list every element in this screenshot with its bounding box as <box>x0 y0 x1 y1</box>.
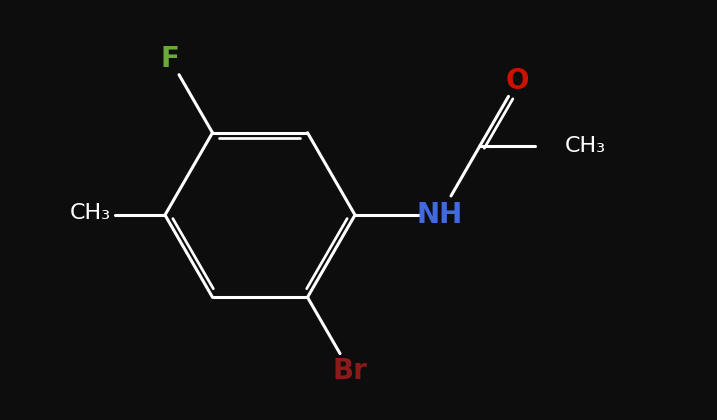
Text: CH₃: CH₃ <box>565 136 606 156</box>
Text: NH: NH <box>417 201 463 229</box>
Text: CH₃: CH₃ <box>70 203 110 223</box>
Text: O: O <box>505 67 529 95</box>
Text: F: F <box>161 45 179 73</box>
Text: Br: Br <box>333 357 367 385</box>
